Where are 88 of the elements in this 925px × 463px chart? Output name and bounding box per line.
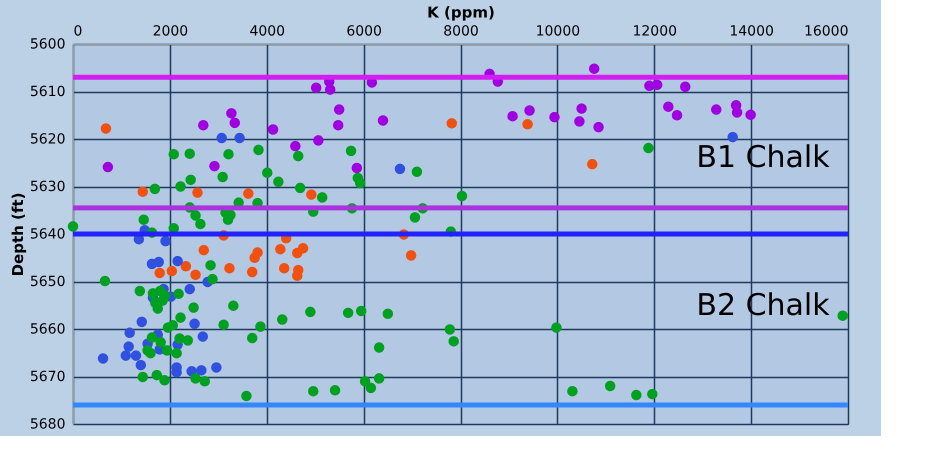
point xyxy=(192,187,203,198)
point xyxy=(588,63,600,74)
x-tick-label: 6000 xyxy=(346,24,382,40)
point xyxy=(130,350,142,361)
point xyxy=(209,160,220,172)
point xyxy=(180,261,192,272)
point xyxy=(275,244,286,254)
y-tick-label: 5640 xyxy=(30,226,66,242)
point xyxy=(574,116,585,127)
point xyxy=(189,318,200,330)
x-tick-label: 16000 xyxy=(804,24,848,40)
point xyxy=(446,118,458,129)
x-tick-label: 12000 xyxy=(632,24,678,40)
point xyxy=(652,80,662,90)
y-tick-label: 5610 xyxy=(30,84,66,100)
y-tick-label: 5680 xyxy=(30,416,66,432)
point xyxy=(732,107,742,118)
point xyxy=(153,256,164,268)
point xyxy=(324,84,336,95)
point xyxy=(172,256,183,266)
point xyxy=(576,103,587,114)
point xyxy=(166,266,178,276)
point xyxy=(306,189,317,200)
point xyxy=(216,132,227,144)
point xyxy=(522,119,533,130)
point xyxy=(100,123,112,134)
point xyxy=(680,82,690,92)
point xyxy=(672,110,682,120)
point xyxy=(138,186,148,197)
point xyxy=(226,108,237,119)
point xyxy=(98,353,108,364)
x-tick-label: 14000 xyxy=(729,24,774,40)
point xyxy=(230,118,240,128)
x-axis-title: K (ppm) xyxy=(427,4,495,22)
point xyxy=(154,268,165,278)
x-tick-label: 4000 xyxy=(249,24,286,40)
point xyxy=(378,115,388,126)
x-tick-label: 8000 xyxy=(443,24,479,40)
y-axis-title: Depth (ft) xyxy=(8,192,27,276)
y-tick-label: 5620 xyxy=(30,132,66,148)
point xyxy=(234,132,245,144)
x-tick-label: 2000 xyxy=(152,24,188,40)
point xyxy=(190,270,201,280)
point xyxy=(394,164,406,174)
point xyxy=(136,316,148,328)
point xyxy=(184,284,195,294)
y-tick-label: 5650 xyxy=(30,274,66,290)
point xyxy=(198,331,208,342)
point xyxy=(124,328,135,338)
point xyxy=(298,243,308,254)
point xyxy=(524,105,535,116)
point xyxy=(198,120,209,130)
point xyxy=(198,244,210,256)
point xyxy=(102,162,114,172)
point xyxy=(278,262,290,274)
point xyxy=(313,135,324,146)
point xyxy=(406,250,416,261)
point xyxy=(268,124,278,135)
point xyxy=(334,104,344,115)
point xyxy=(292,270,303,282)
point xyxy=(727,132,738,142)
point xyxy=(290,140,301,152)
x-tick-label: 10000 xyxy=(536,24,580,40)
point xyxy=(587,158,598,170)
x-tick-label: 0 xyxy=(74,24,82,40)
point xyxy=(507,110,518,122)
point xyxy=(310,82,322,93)
point xyxy=(352,162,362,174)
point xyxy=(160,236,171,246)
point xyxy=(549,112,560,122)
point xyxy=(123,341,134,352)
y-tick-label: 5630 xyxy=(30,179,66,195)
y-tick-label: 5600 xyxy=(30,36,66,52)
point xyxy=(249,252,260,263)
point xyxy=(224,262,235,274)
y-tick-label: 5660 xyxy=(30,322,66,338)
point xyxy=(332,120,344,130)
point xyxy=(663,101,674,112)
point xyxy=(136,360,146,370)
point xyxy=(246,266,258,278)
point xyxy=(745,110,756,120)
point xyxy=(711,104,722,115)
point xyxy=(196,365,207,376)
point xyxy=(593,122,604,132)
point xyxy=(243,188,254,199)
point xyxy=(120,350,132,361)
point xyxy=(211,362,222,373)
y-tick-label: 5670 xyxy=(30,369,66,385)
